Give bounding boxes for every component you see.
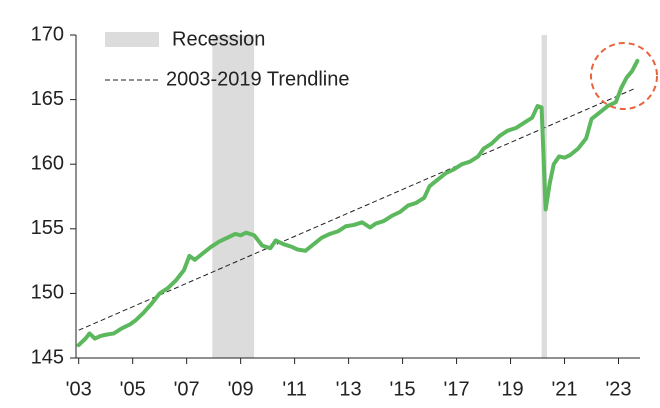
x-tick-label: '11 [282, 378, 307, 400]
recession-band [212, 35, 255, 358]
x-tick-label: '15 [390, 378, 416, 400]
y-tick-label: 165 [31, 88, 64, 110]
x-tick-label: '09 [228, 378, 254, 400]
x-tick-label: '17 [444, 378, 470, 400]
series-line [76, 58, 640, 348]
x-tick-label: '23 [605, 378, 631, 400]
legend-swatch [105, 32, 159, 47]
y-tick-label: 170 [31, 23, 64, 45]
y-tick-label: 160 [31, 152, 64, 174]
y-tick-label: 145 [31, 346, 64, 368]
x-tick-label: '21 [551, 378, 577, 400]
highlight-circle [590, 42, 658, 110]
legend: Recession 2003-2019 Trendline [105, 28, 349, 90]
x-tick-label: '07 [174, 378, 200, 400]
y-tick-label: 150 [31, 282, 64, 304]
y-tick-label: 155 [31, 217, 64, 239]
x-tick-label: '19 [498, 378, 524, 400]
x-tick-label: '13 [336, 378, 362, 400]
legend-label: Recession [172, 28, 265, 50]
x-tick-label: '03 [66, 378, 92, 400]
legend-label: 2003-2019 Trendline [166, 68, 349, 90]
x-tick-label: '05 [120, 378, 146, 400]
